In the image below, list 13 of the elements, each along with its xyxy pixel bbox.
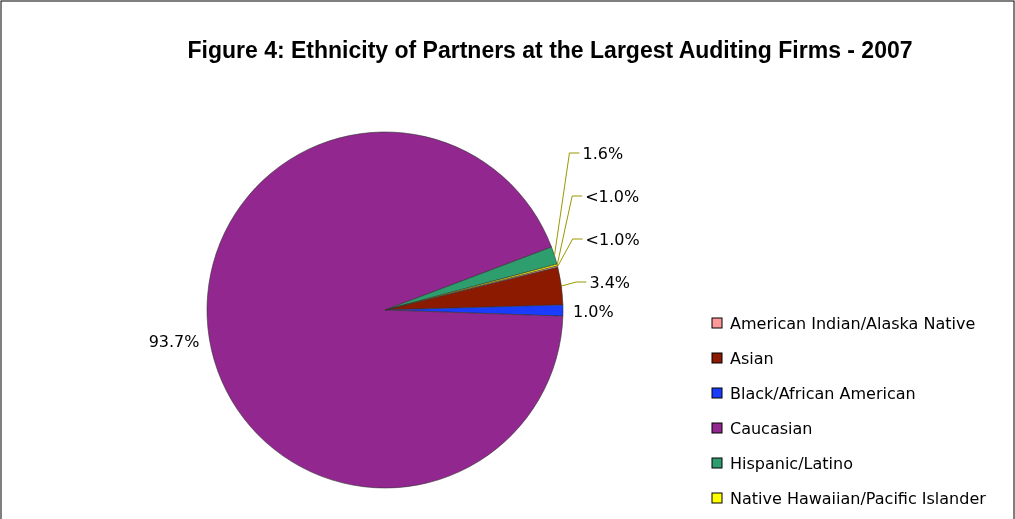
data-label: 1.0%	[573, 301, 614, 321]
data-label: 1.6%	[582, 144, 624, 163]
data-label: <1.0%	[585, 230, 640, 249]
legend-label: Asian	[730, 349, 774, 368]
data-label: <1.0%	[585, 187, 640, 206]
data-label: 3.4%	[589, 273, 631, 292]
legend-label: Caucasian	[730, 419, 813, 438]
legend-label: Native Hawaiian/Pacific Islander	[730, 489, 987, 508]
legend-label: Black/African American	[730, 384, 916, 403]
legend-label: American Indian/Alaska Native	[730, 314, 976, 333]
chart-title: Figure 4: Ethnicity of Partners at the Largest Auditing Firms - 2007	[187, 37, 913, 63]
legend-label: Hispanic/Latino	[730, 454, 853, 473]
data-label: 93.7%	[148, 331, 200, 351]
